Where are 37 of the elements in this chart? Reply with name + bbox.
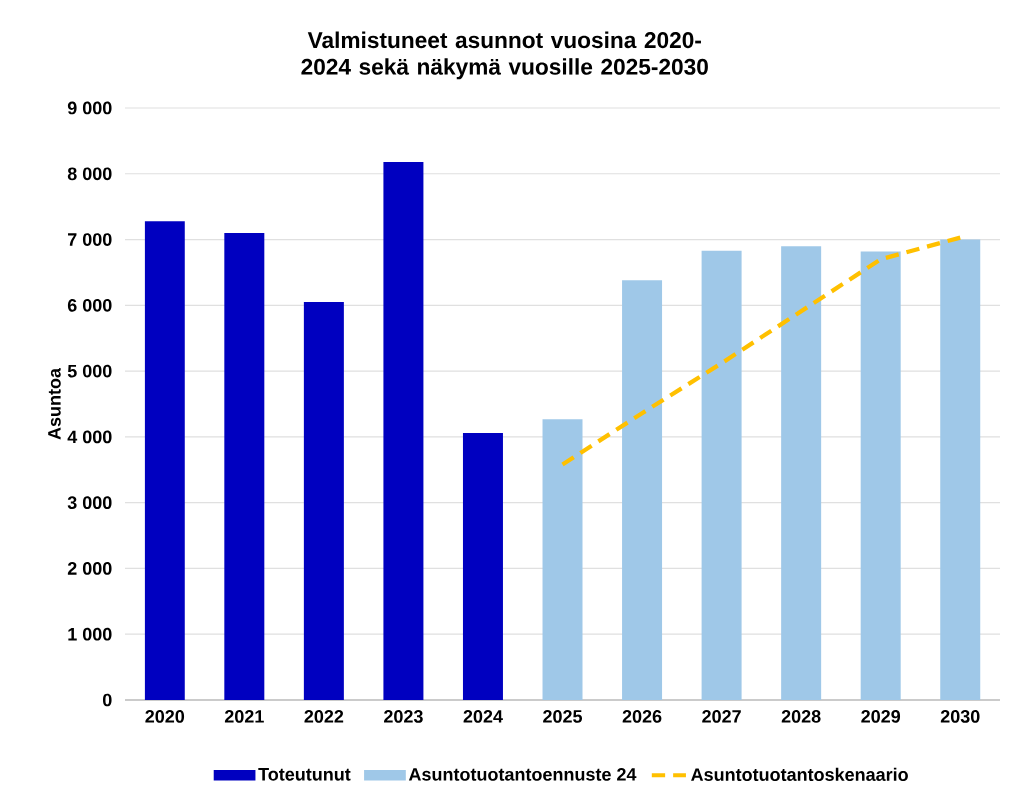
y-tick-label: 6 000 bbox=[67, 298, 112, 312]
x-tick-label: 2025 bbox=[543, 710, 583, 723]
bar bbox=[940, 239, 981, 700]
y-tick-label: 4 000 bbox=[67, 430, 112, 444]
bar bbox=[462, 432, 503, 700]
bar bbox=[701, 250, 742, 700]
bar bbox=[303, 302, 344, 700]
x-tick-label: 2023 bbox=[384, 710, 423, 723]
bar bbox=[542, 419, 583, 700]
bar bbox=[224, 232, 265, 700]
x-tick-label: 2020 bbox=[145, 710, 185, 723]
x-tick-label: 2021 bbox=[224, 710, 264, 723]
bar bbox=[622, 280, 663, 700]
y-tick-label: 2 000 bbox=[67, 562, 112, 575]
x-tick-label: 2022 bbox=[304, 710, 344, 723]
legend-label: Asuntotuotantoennuste 24 bbox=[408, 768, 637, 781]
bar bbox=[144, 221, 185, 700]
x-tick-label: 2027 bbox=[702, 710, 741, 723]
y-tick-label: 7 000 bbox=[68, 233, 112, 246]
legend-label: Asuntotuotantoskenaario bbox=[691, 767, 908, 781]
y-tick-label: 0 bbox=[102, 693, 112, 707]
y-tick-label: 9 000 bbox=[67, 101, 112, 115]
bar bbox=[860, 251, 901, 700]
chart-title: Valmistuneet asunnot vuosina 2020-2024 sekä näkymä vuosille 2025-2030 bbox=[301, 31, 708, 80]
legend-label: Toteutunut bbox=[258, 768, 351, 781]
y-axis-title: Asuntoa bbox=[48, 367, 61, 440]
x-tick-label: 2028 bbox=[781, 710, 821, 723]
y-tick-label: 5 000 bbox=[67, 364, 112, 378]
bar bbox=[781, 246, 822, 700]
y-tick-label: 1 000 bbox=[68, 627, 112, 641]
y-tick-label: 3 000 bbox=[67, 496, 112, 510]
bar bbox=[383, 161, 424, 700]
x-tick-label: 2030 bbox=[940, 710, 980, 723]
y-tick-label: 8 000 bbox=[67, 167, 112, 181]
x-tick-label: 2024 bbox=[463, 710, 503, 723]
x-tick-label: 2026 bbox=[622, 710, 662, 723]
x-tick-label: 2029 bbox=[861, 710, 901, 723]
